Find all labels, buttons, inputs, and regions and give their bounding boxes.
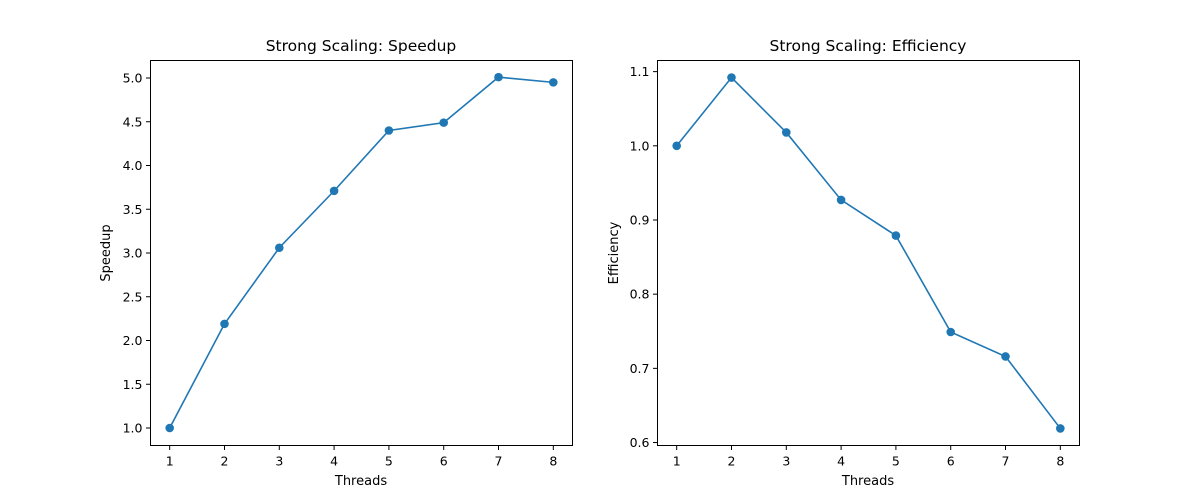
efficiency-data-point <box>1001 352 1010 361</box>
speedup-data-point <box>274 243 284 253</box>
efficiency-x-tick-label: 4 <box>837 454 845 469</box>
efficiency-data-point <box>727 73 736 82</box>
speedup-y-tick-label: 2.0 <box>123 333 143 348</box>
speedup-data-point <box>384 126 394 135</box>
efficiency-y-tick-label: 0.6 <box>630 435 650 450</box>
efficiency-y-axis-label: Efficiency <box>607 221 622 284</box>
speedup-data-point <box>329 186 339 196</box>
efficiency-x-tick-label: 3 <box>782 454 790 469</box>
speedup-x-tick-label: 4 <box>330 454 338 469</box>
speedup-x-tick-label: 3 <box>275 454 283 469</box>
speedup-x-tick-label: 2 <box>221 454 229 469</box>
efficiency-chart: Strong Scaling: Efficiency 1 2 3 4 5 6 7 8 0.6 0.… <box>607 37 1080 489</box>
efficiency-data-point <box>1056 424 1065 433</box>
speedup-y-axis-label: Speedup <box>99 224 114 281</box>
efficiency-x-tick-label: 5 <box>892 454 900 469</box>
speedup-x-tick-label: 7 <box>495 454 503 469</box>
efficiency-data-point <box>891 231 901 240</box>
speedup-x-tick-label: 1 <box>166 454 174 469</box>
speedup-chart: Strong Scaling: Speedup 1 2 3 4 5 6 7 8 1.0 1.5 2.… <box>99 37 573 489</box>
efficiency-y-tick-label: 0.9 <box>630 212 650 227</box>
speedup-plot-frame <box>150 60 573 446</box>
speedup-y-tick-label: 5.0 <box>123 71 143 86</box>
efficiency-data-point <box>946 327 956 337</box>
speedup-y-tick-label: 1.5 <box>123 377 143 392</box>
efficiency-y-tick-label: 1.0 <box>630 138 650 153</box>
efficiency-x-tick-label: 8 <box>1056 454 1064 469</box>
speedup-y-tick-label: 3.5 <box>123 202 143 217</box>
speedup-data-point <box>165 423 174 433</box>
speedup-y-tick-label: 4.5 <box>123 114 143 129</box>
speedup-data-point <box>220 319 229 329</box>
efficiency-x-tick-label: 2 <box>728 454 736 469</box>
speedup-y-tick-label: 3.0 <box>123 246 143 261</box>
efficiency-chart-title: Strong Scaling: Efficiency <box>770 37 967 55</box>
efficiency-series-line <box>676 76 1061 429</box>
efficiency-x-tick-label: 1 <box>673 454 681 469</box>
speedup-y-tick-label: 1.0 <box>123 421 143 436</box>
speedup-data-point <box>494 72 503 82</box>
efficiency-y-tick-label: 0.7 <box>630 361 650 376</box>
efficiency-data-point <box>672 141 681 151</box>
speedup-series-line <box>168 76 554 429</box>
speedup-x-tick-label: 5 <box>385 454 393 469</box>
speedup-x-tick-label: 6 <box>440 454 448 469</box>
efficiency-x-axis-label: Threads <box>841 474 894 489</box>
efficiency-plot-frame <box>657 60 1080 446</box>
speedup-data-point <box>549 78 558 87</box>
efficiency-data-point <box>836 195 846 205</box>
efficiency-y-tick-label: 0.8 <box>630 287 650 302</box>
speedup-data-point <box>439 118 449 127</box>
speedup-y-tick-label: 4.0 <box>123 158 143 173</box>
speedup-y-tick-label: 2.5 <box>123 289 143 304</box>
efficiency-x-tick-label: 7 <box>1002 454 1010 469</box>
speedup-x-axis-label: Threads <box>334 474 387 489</box>
efficiency-y-tick-label: 1.1 <box>630 64 650 79</box>
efficiency-x-tick-label: 6 <box>947 454 955 469</box>
efficiency-data-point <box>781 128 791 137</box>
speedup-x-tick-label: 8 <box>549 454 557 469</box>
speedup-chart-title: Strong Scaling: Speedup <box>266 37 457 55</box>
